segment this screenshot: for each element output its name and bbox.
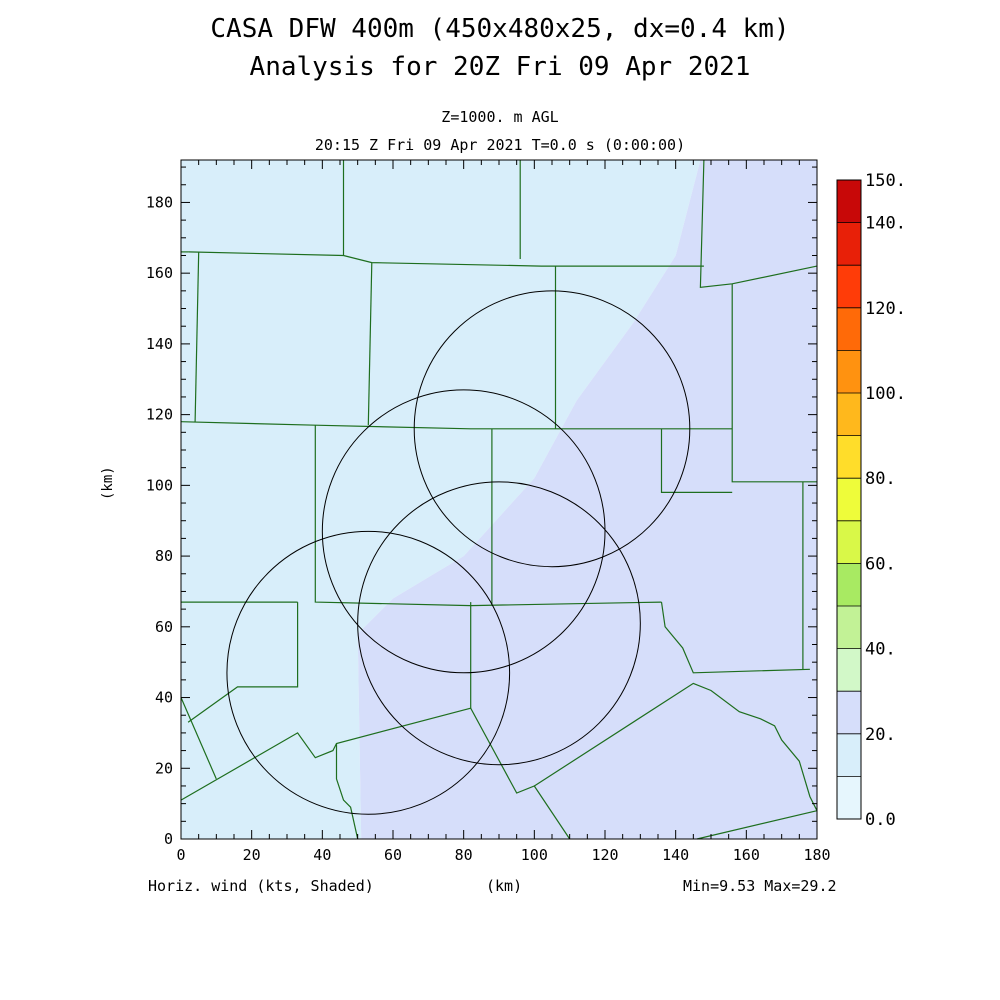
x-tick-label-20: 20 xyxy=(243,846,261,864)
colorbar-swatch-50 xyxy=(837,563,861,606)
county-boundary-18 xyxy=(660,602,810,674)
y-tick-label-60: 60 xyxy=(155,618,173,636)
county-boundary-6 xyxy=(180,421,733,430)
y-axis-label: (km) xyxy=(100,466,116,500)
shaded-region-10-20 xyxy=(181,160,701,839)
colorbar-swatch-110 xyxy=(837,307,861,351)
colorbar-swatch-80 xyxy=(837,435,861,479)
x-tick-label-180: 180 xyxy=(803,846,830,864)
time-label: 20:15 Z Fri 09 Apr 2021 T=0.0 s (0:00:00… xyxy=(314,136,686,154)
county-boundary-10 xyxy=(314,425,662,607)
x-tick-label-60: 60 xyxy=(384,846,402,864)
y-tick-label-120: 120 xyxy=(146,406,173,424)
colorbar-label-100: 100. xyxy=(865,384,906,404)
county-boundary-20 xyxy=(696,810,818,840)
y-tick-label-20: 20 xyxy=(155,759,173,777)
colorbar-swatch-120 xyxy=(837,265,861,308)
shaded-field-layer xyxy=(181,160,817,839)
x-axis: 0 20 40 60 80 100 120 140 160 180 xyxy=(176,160,831,864)
colorbar-swatch-100 xyxy=(837,350,861,393)
colorbar-swatch-70 xyxy=(837,478,861,521)
x-tick-label-160: 160 xyxy=(733,846,760,864)
county-boundary-15 xyxy=(180,697,217,780)
x-tick-label-40: 40 xyxy=(313,846,331,864)
colorbar-label-150: 150. xyxy=(865,171,906,191)
y-tick-label-180: 180 xyxy=(146,193,173,211)
radar-range-ring-layer xyxy=(226,290,691,815)
y-tick-label-100: 100 xyxy=(146,476,173,494)
county-boundary-12 xyxy=(660,428,733,493)
colorbar-swatch-30 xyxy=(837,648,861,692)
x-tick-label-0: 0 xyxy=(176,846,185,864)
colorbar-swatch-40 xyxy=(837,606,861,649)
colorbar-swatch-60 xyxy=(837,520,861,564)
min-max-label: Min=9.53 Max=29.2 xyxy=(683,877,837,895)
colorbar-label-20: 20. xyxy=(865,725,896,745)
colorbar-label-60: 60. xyxy=(865,554,896,574)
county-boundary-14 xyxy=(187,602,299,723)
colorbar-swatch-0 xyxy=(837,776,861,819)
colorbar-label-140: 140. xyxy=(865,214,906,234)
range-ring-1 xyxy=(321,389,606,674)
county-boundary-5 xyxy=(194,251,200,422)
level-label: Z=1000. m AGL xyxy=(441,108,559,126)
colorbar-swatch-20 xyxy=(837,691,861,734)
x-tick-label-80: 80 xyxy=(455,846,473,864)
county-boundary-4 xyxy=(699,159,818,288)
y-tick-label-0: 0 xyxy=(164,830,173,848)
shaded-region-20-30 xyxy=(357,160,817,839)
y-axis: 0 20 40 60 80 100 120 140 160 180 xyxy=(146,166,817,848)
range-ring-0 xyxy=(413,290,691,568)
county-boundary-22 xyxy=(335,743,359,840)
y-tick-label-140: 140 xyxy=(146,335,173,353)
colorbar-label-0: 0.0 xyxy=(865,810,896,830)
colorbar-swatch-90 xyxy=(837,393,861,436)
county-boundary-9 xyxy=(731,283,817,483)
range-ring-3 xyxy=(226,530,511,815)
x-tick-label-140: 140 xyxy=(662,846,689,864)
colorbar: 0.0 20. 40. 60. 80. 100. 120. 140. 150. xyxy=(836,171,906,830)
range-ring-2 xyxy=(357,481,641,766)
y-tick-label-160: 160 xyxy=(146,264,173,282)
colorbar-swatch-140 xyxy=(837,180,861,223)
colorbar-label-120: 120. xyxy=(865,299,906,319)
chart-subtitle: Analysis for 20Z Fri 09 Apr 2021 xyxy=(249,52,751,82)
county-boundary-19 xyxy=(533,682,818,811)
colorbar-swatch-130 xyxy=(837,222,861,266)
x-tick-label-120: 120 xyxy=(591,846,618,864)
county-boundary-layer xyxy=(180,159,818,840)
field-label: Horiz. wind (kts, Shaded) xyxy=(148,877,374,895)
county-boundary-7 xyxy=(367,262,373,426)
chart-title: CASA DFW 400m (450x480x25, dx=0.4 km) xyxy=(210,14,790,44)
y-tick-label-80: 80 xyxy=(155,547,173,565)
x-tick-label-100: 100 xyxy=(521,846,548,864)
colorbar-label-40: 40. xyxy=(865,640,896,660)
x-axis-label: (km) xyxy=(486,877,523,895)
colorbar-frame xyxy=(836,179,862,820)
colorbar-label-80: 80. xyxy=(865,469,896,489)
colorbar-swatch-10 xyxy=(837,733,861,777)
y-tick-label-40: 40 xyxy=(155,689,173,707)
